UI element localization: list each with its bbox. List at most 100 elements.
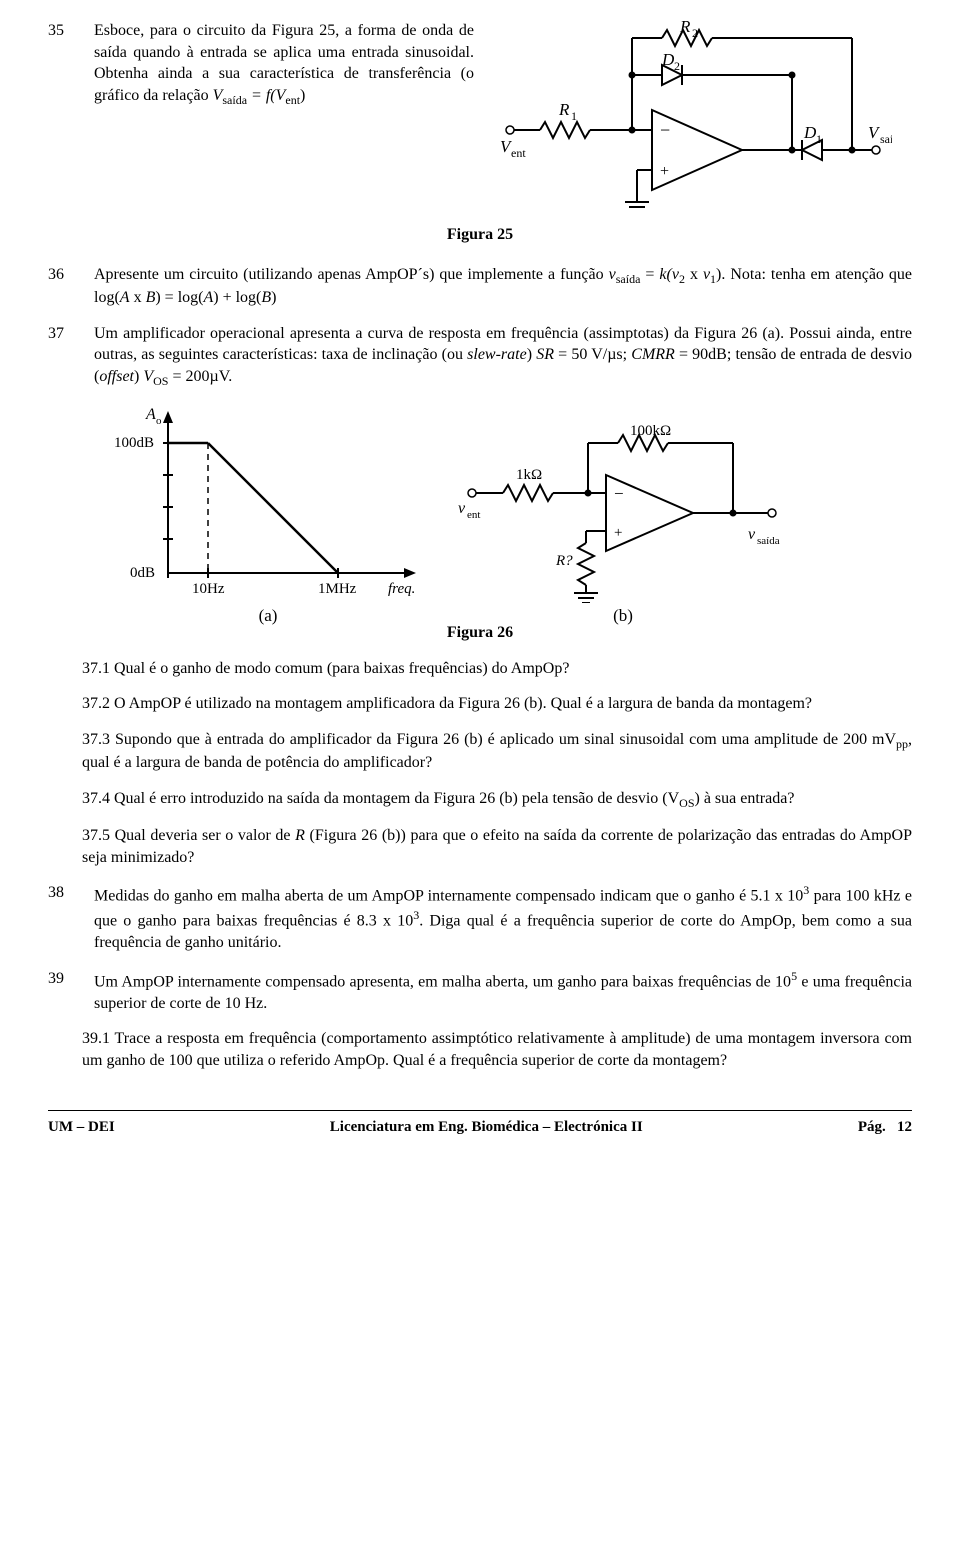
q36-t1: Apresente um circuito (utilizando apenas… (94, 266, 609, 283)
q37-sr: SR (536, 346, 554, 363)
f26b-minus: − (614, 484, 624, 503)
svg-text:+: + (614, 525, 622, 541)
q39-row: 39 Um AmpOP internamente compensado apre… (48, 968, 912, 1015)
footer-rule (48, 1110, 912, 1111)
svg-text:v: v (748, 526, 756, 543)
q36-v: v (609, 266, 616, 283)
f26a-ylab-sub: o (156, 415, 162, 427)
q35-rel-sub1: saída (222, 93, 247, 107)
q35-row: 35 Esboce, para o circuito da Figura 25,… (48, 20, 912, 210)
q37-text: Um amplificador operacional apresenta a … (94, 323, 912, 390)
q37-num: 37 (48, 323, 76, 390)
svg-text:100kΩ: 100kΩ (630, 423, 671, 439)
q37-4-os: OS (679, 796, 694, 810)
f26a-x10: 10Hz (192, 581, 225, 597)
svg-text:o: o (156, 415, 162, 427)
c25-vent-sub: ent (511, 146, 526, 160)
c25-plus: + (660, 163, 669, 180)
svg-text:1: 1 (816, 132, 822, 146)
q36-eq5: ) (271, 289, 276, 306)
f26a-y0: 0dB (130, 565, 155, 581)
f26b-vs-sub: saída (757, 535, 780, 547)
footer-right-a: Pág. (858, 1119, 886, 1135)
q36-v1a: v (703, 266, 710, 283)
q36-eq3: ) = log( (155, 289, 203, 306)
q39-1: 39.1 Trace a resposta em frequência (com… (82, 1028, 912, 1071)
fig26b-label: (b) (613, 605, 633, 628)
q37-3-t1: Supondo que à entrada do amplificador da… (115, 731, 896, 748)
q37-4-num: 37.4 (82, 790, 110, 807)
q36-num: 36 (48, 264, 76, 309)
q37-4-t2: ) à sua entrada? (695, 790, 795, 807)
q36-k: k(v (659, 266, 679, 283)
q37-1-num: 37.1 (82, 660, 110, 677)
f26b-r1k: 1kΩ (516, 467, 542, 483)
f26a-xlab: freq. (388, 581, 415, 597)
fig26-panel-b: 100kΩ 1kΩ v ent v saída R? − + (b) (458, 413, 788, 628)
svg-text:1kΩ: 1kΩ (516, 467, 542, 483)
svg-text:1: 1 (571, 109, 577, 123)
q35-rel-v: V (213, 87, 223, 104)
q39-1-t: Trace a resposta em frequência (comporta… (82, 1030, 912, 1069)
q37-5: 37.5 Qual deveria ser o valor de R (Figu… (82, 825, 912, 868)
q37-vos-sub: OS (153, 374, 168, 388)
q35-rel-sub2: ent (285, 93, 300, 107)
c25-r2: R (679, 20, 691, 36)
q37-2-num: 37.2 (82, 695, 110, 712)
q36-A2: A (203, 289, 213, 306)
q36-vs: saída (616, 272, 641, 286)
q38-row: 38 Medidas do ganho em malha aberta de u… (48, 882, 912, 953)
q37-3: 37.3 Supondo que à entrada do amplificad… (82, 729, 912, 774)
svg-text:2: 2 (674, 59, 680, 73)
svg-text:saída: saída (757, 535, 780, 547)
q35-rel-mid: = f(V (247, 87, 285, 104)
q37-2: 37.2 O AmpOP é utilizado na montagem amp… (82, 693, 912, 715)
circuit-25: V ent R 1 R 2 D 2 D 1 V saída − + (492, 20, 892, 210)
f26b-r100k: 100kΩ (630, 423, 671, 439)
svg-text:R?: R? (555, 553, 573, 569)
svg-text:1MHz: 1MHz (318, 581, 357, 597)
f26a-ylab: A (145, 406, 156, 423)
svg-text:D: D (661, 50, 675, 69)
q37-p1e: ) (134, 368, 143, 385)
c25-d1: D (803, 123, 817, 142)
q37-4-t1: Qual é erro introduzido na saída da mont… (114, 790, 679, 807)
svg-text:v: v (458, 500, 466, 517)
q36-text: Apresente um circuito (utilizando apenas… (94, 264, 912, 309)
q39-1-num: 39.1 (82, 1030, 110, 1047)
q36-row: 36 Apresente um circuito (utilizando ape… (48, 264, 912, 309)
q38-t1: Medidas do ganho em malha aberta de um A… (94, 888, 803, 905)
q37-3-pp: pp (896, 737, 908, 751)
q37-5-num: 37.5 (82, 827, 110, 844)
f26b-vs: v (748, 526, 756, 543)
svg-text:−: − (614, 484, 624, 503)
svg-text:2: 2 (692, 26, 698, 40)
fig25-caption: Figura 25 (48, 224, 912, 246)
c25-r2-sub: 2 (692, 26, 698, 40)
svg-text:ent: ent (511, 146, 526, 160)
svg-text:R: R (558, 100, 570, 119)
q36-eq1: = (640, 266, 659, 283)
f26a-y100: 100dB (114, 435, 154, 451)
q37-slew: slew-rate (467, 346, 527, 363)
q35-rel-end: ) (300, 87, 305, 104)
svg-text:100dB: 100dB (114, 435, 154, 451)
footer: UM – DEI Licenciatura em Eng. Biomédica … (48, 1117, 912, 1137)
footer-mid: Licenciatura em Eng. Biomédica – Electró… (330, 1117, 643, 1137)
q37-3-num: 37.3 (82, 731, 110, 748)
q39-num: 39 (48, 968, 76, 1015)
q36-B2: B (261, 289, 271, 306)
svg-text:D: D (803, 123, 817, 142)
footer-left: UM – DEI (48, 1117, 115, 1137)
fig26-row: A o 100dB 0dB 10Hz 1MHz freq. (a) (108, 403, 912, 628)
q37-row: 37 Um amplificador operacional apresenta… (48, 323, 912, 390)
q37-p1b: ) (527, 346, 537, 363)
c25-d2-sub: 2 (674, 59, 680, 73)
c25-r1-sub: 1 (571, 109, 577, 123)
q37-5-t1: Qual deveria ser o valor de (115, 827, 296, 844)
q39-text: Um AmpOP internamente compensado apresen… (94, 968, 912, 1015)
q36-xx: x (685, 266, 703, 283)
c25-d1-sub: 1 (816, 132, 822, 146)
q37-1-t: Qual é o ganho de modo comum (para baixa… (114, 660, 569, 677)
q36-B: B (146, 289, 156, 306)
